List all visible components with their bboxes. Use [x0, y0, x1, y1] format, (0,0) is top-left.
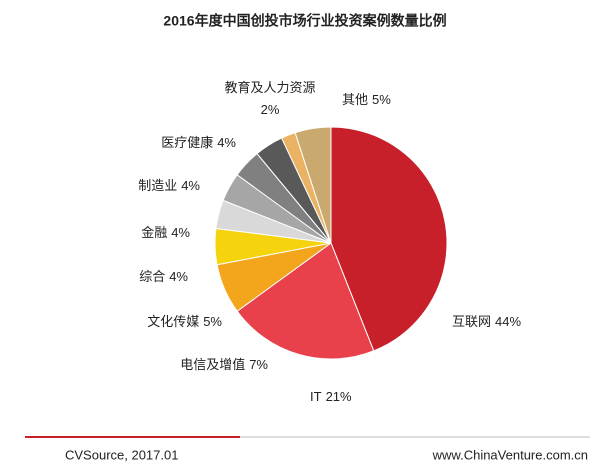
slice-label: 制造业 4% — [138, 178, 200, 193]
slice-label: 综合 4% — [139, 269, 188, 284]
value-label: 4% — [171, 225, 190, 240]
value-label: 44% — [495, 314, 521, 329]
value-label: 4% — [169, 269, 188, 284]
slice-label: 其他 5% — [342, 92, 391, 107]
category-label: IT — [310, 389, 322, 404]
category-label: 综合 — [139, 269, 165, 284]
website: www.ChinaVenture.com.cn — [432, 447, 588, 462]
slice-label: 教育及人力资源 2% — [224, 80, 315, 117]
category-label: 金融 — [141, 225, 167, 240]
source: CVSource, 2017.01 — [65, 447, 178, 462]
category-label: 教育及人力资源 — [224, 80, 315, 95]
value-label: 2% — [261, 102, 280, 117]
chart-title: 2016年度中国创投市场行业投资案例数量比例 — [163, 13, 446, 29]
slice-label: 电信及增值 7% — [180, 357, 268, 372]
value-label: 21% — [326, 389, 352, 404]
category-label: 制造业 — [138, 178, 177, 193]
category-label: 其他 — [342, 92, 368, 107]
category-label: 互联网 — [452, 314, 491, 329]
category-label: 电信及增值 — [180, 357, 245, 372]
value-label: 5% — [203, 314, 222, 329]
slice-label: 互联网 44% — [452, 314, 521, 329]
pie-slice — [294, 126, 332, 244]
slice-label: IT 21% — [310, 389, 352, 404]
value-label: 4% — [181, 178, 200, 193]
value-label: 4% — [217, 135, 236, 150]
pie-slice — [236, 242, 375, 360]
value-label: 5% — [372, 92, 391, 107]
slice-label: 金融 4% — [141, 225, 190, 240]
pie-slice — [330, 126, 448, 352]
category-label: 文化传媒 — [147, 314, 199, 329]
slice-label: 文化传媒 5% — [147, 314, 222, 329]
value-label: 7% — [249, 357, 268, 372]
slice-label: 医疗健康 4% — [161, 135, 236, 150]
category-label: 医疗健康 — [161, 135, 213, 150]
